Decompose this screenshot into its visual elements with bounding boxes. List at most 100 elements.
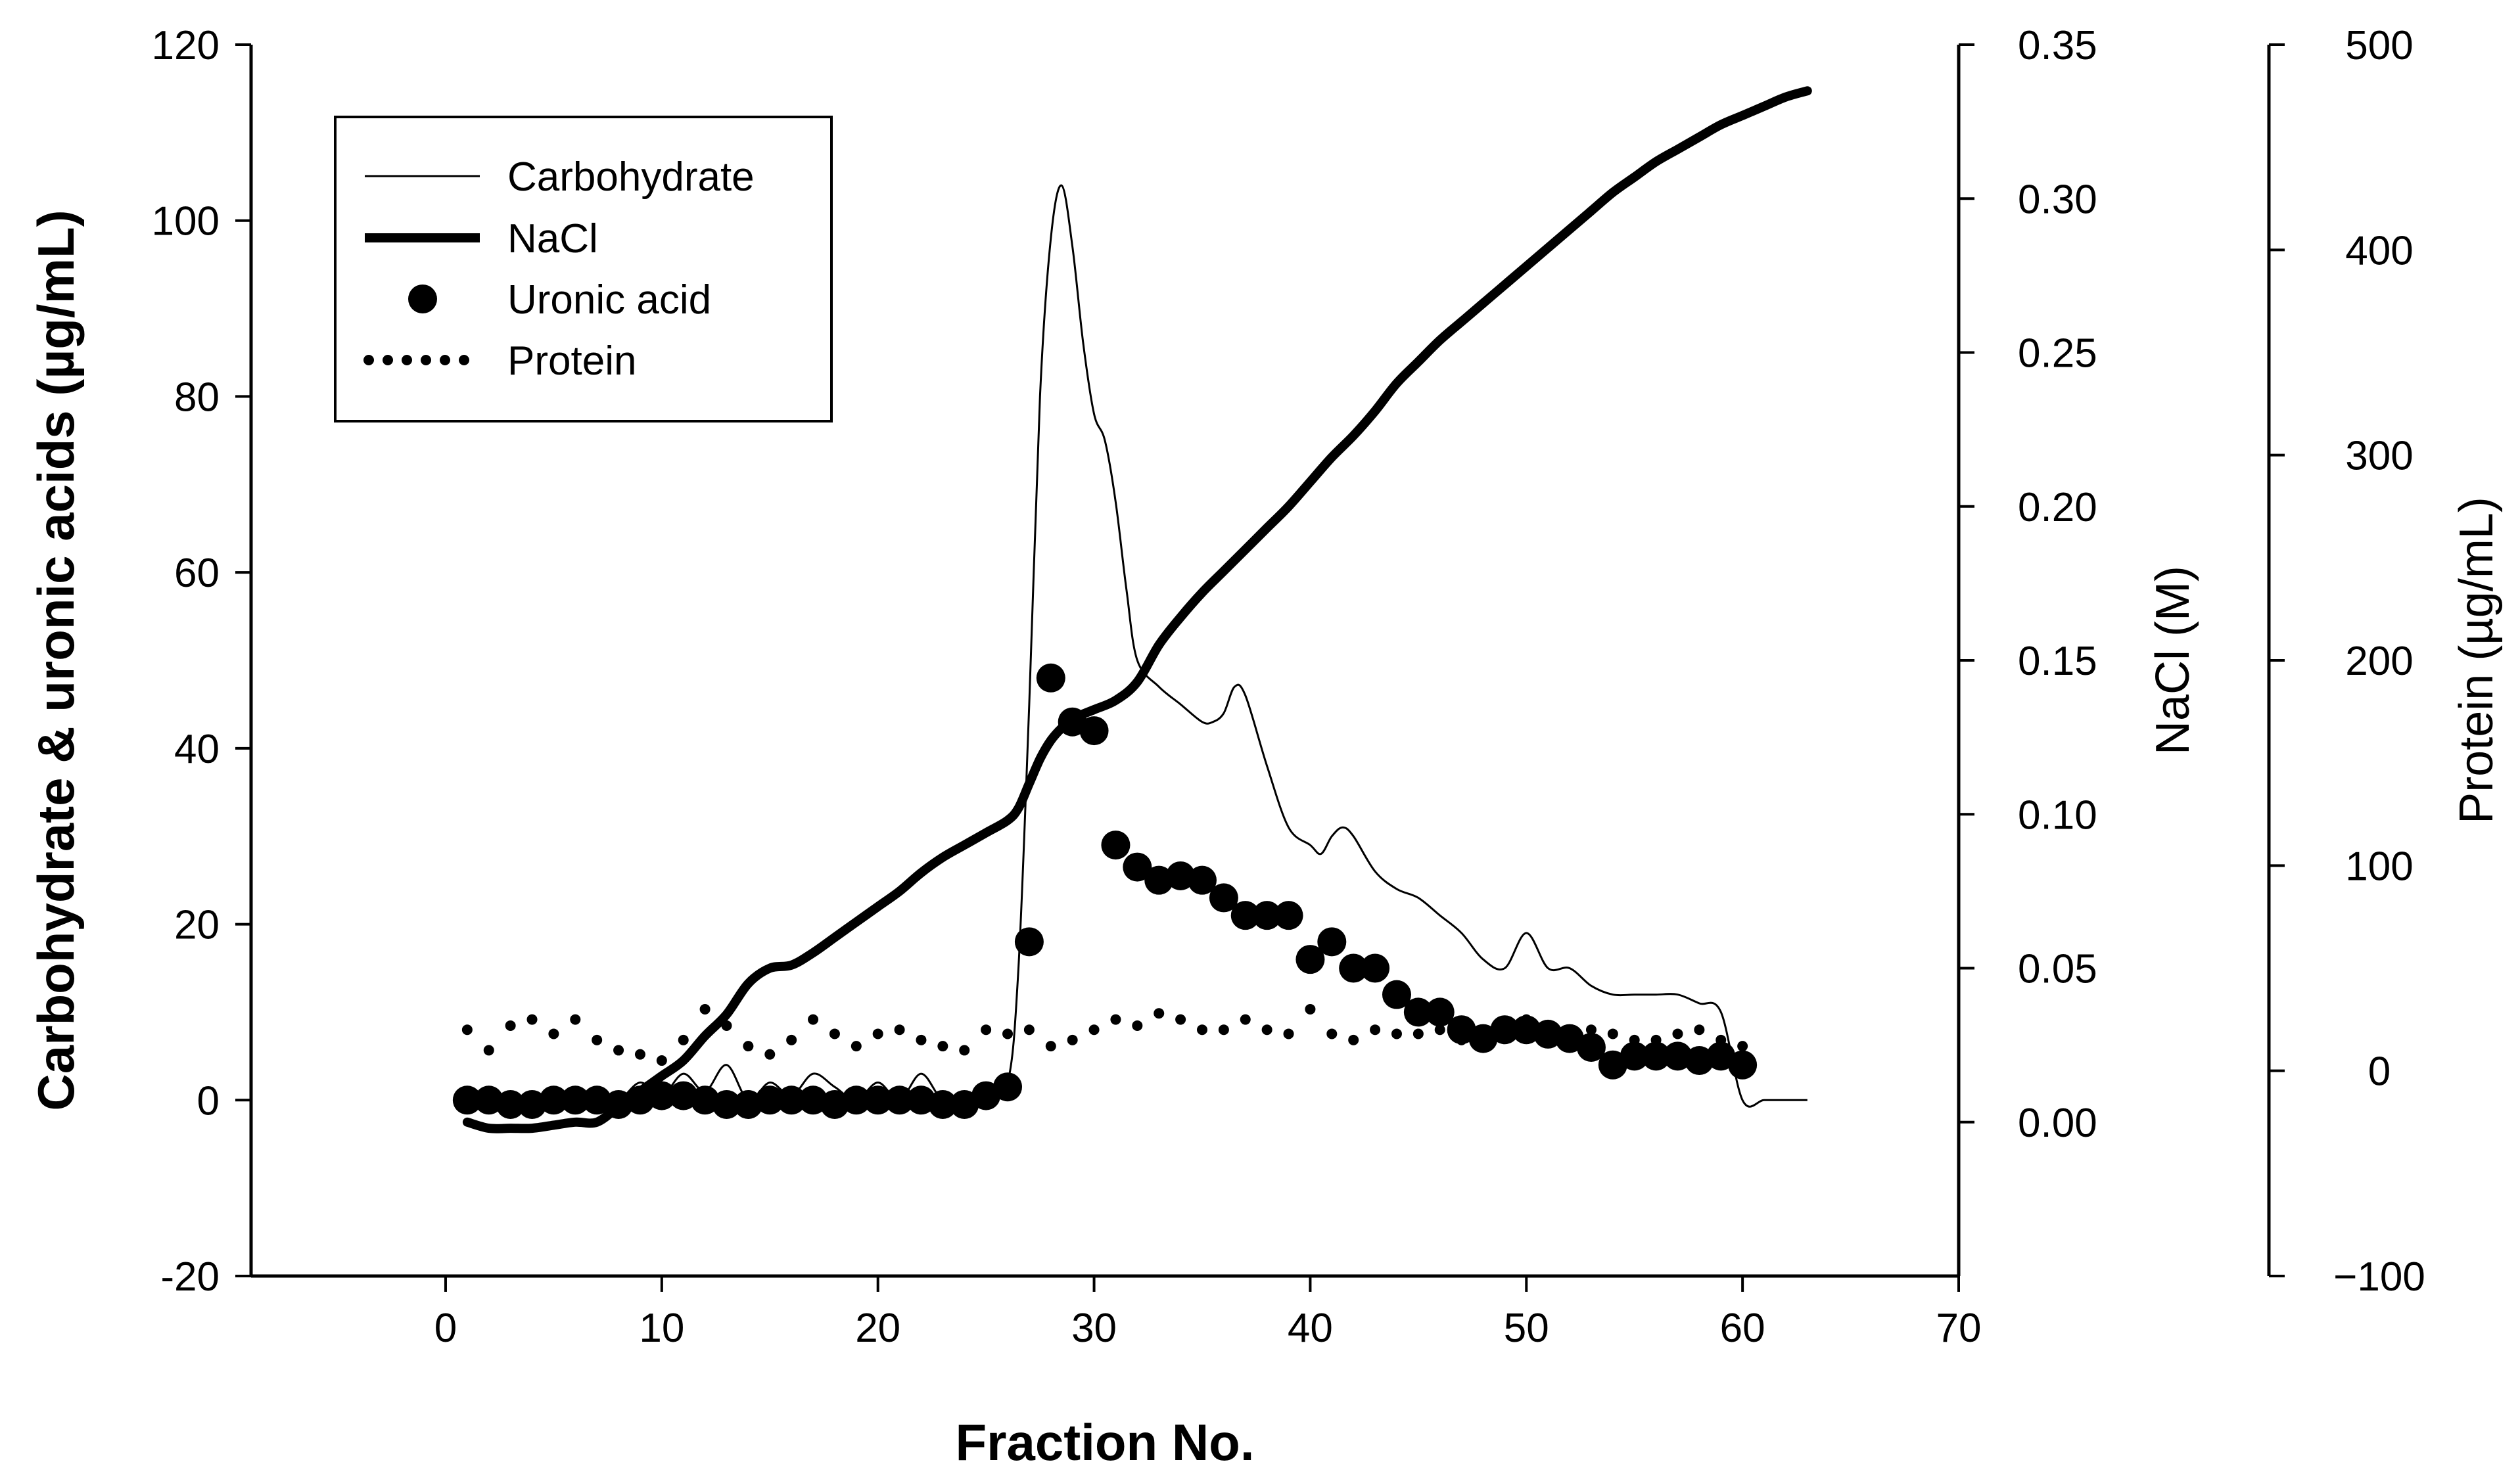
left-y-tick-label: 20: [174, 903, 220, 948]
uronic-acid-point: [1101, 831, 1131, 860]
uronic-acid-point: [452, 1085, 482, 1115]
protein-point: [894, 1024, 905, 1036]
protein-point: [1607, 1028, 1618, 1039]
protein-point: [1088, 1024, 1100, 1036]
protein-point: [1218, 1024, 1229, 1036]
protein-tick-label: 200: [2345, 639, 2413, 684]
protein-point: [808, 1014, 819, 1025]
protein-point: [916, 1034, 927, 1045]
uronic-acid-point: [906, 1085, 936, 1115]
protein-tick-label: 400: [2345, 228, 2413, 273]
protein-tick-label: 100: [2345, 844, 2413, 889]
protein-point: [1283, 1028, 1294, 1039]
uronic-acid-point: [539, 1085, 569, 1115]
uronic-acid-point: [474, 1085, 503, 1115]
uronic-acid-point: [1339, 953, 1368, 983]
uronic-acid-point: [1230, 901, 1260, 930]
uronic-acid-point: [668, 1081, 698, 1110]
uronic-acid-point: [885, 1085, 914, 1115]
uronic-acid-point: [820, 1089, 849, 1119]
legend-swatch-protein: [363, 355, 469, 365]
uronic-acid-point: [1706, 1041, 1736, 1071]
protein-point: [1002, 1028, 1014, 1039]
nacl-tick-label: 0.15: [2018, 639, 2097, 684]
x-tick-label: 30: [1071, 1306, 1117, 1351]
uronic-acid-point: [777, 1085, 806, 1115]
protein-point: [1110, 1014, 1121, 1025]
protein-point: [1715, 1034, 1727, 1045]
nacl-tick-label: 0.30: [2018, 177, 2097, 222]
uronic-acid-point: [1663, 1041, 1692, 1071]
uronic-acid-point: [1425, 997, 1455, 1027]
uronic-acid-point: [582, 1085, 612, 1115]
protein-point: [461, 1024, 473, 1036]
protein-point: [1629, 1034, 1640, 1045]
protein-point: [1543, 1024, 1554, 1036]
nacl-tick-label: 0.35: [2018, 23, 2097, 68]
protein-point: [764, 1049, 776, 1060]
protein-point: [1154, 1008, 1165, 1019]
nacl-tick-label: 0.05: [2018, 947, 2097, 992]
uronic-acid-point: [1058, 707, 1087, 737]
protein-point: [613, 1045, 624, 1056]
uronic-acid-point: [734, 1089, 763, 1119]
x-tick-label: 70: [1936, 1306, 1982, 1351]
uronic-acid-point: [1123, 852, 1152, 882]
uronic-acid-point: [1598, 1050, 1627, 1080]
nacl-tick-label: 0.20: [2018, 485, 2097, 530]
uronic-acid-point: [1576, 1032, 1606, 1062]
nacl-tick-label: 0.25: [2018, 331, 2097, 376]
uronic-acid-point: [517, 1089, 547, 1119]
uronic-acid-point: [950, 1089, 979, 1119]
protein-point: [548, 1028, 559, 1039]
protein-point: [1412, 1028, 1424, 1039]
protein-point: [1391, 1028, 1402, 1039]
uronic-acid-point: [625, 1085, 655, 1115]
legend-swatch-uronic-acid: [408, 285, 437, 313]
x-tick-label: 60: [1720, 1306, 1765, 1351]
protein-point: [505, 1020, 516, 1031]
x-tick-label: 10: [639, 1306, 684, 1351]
protein-point: [1132, 1020, 1143, 1031]
protein-point: [1456, 1034, 1467, 1045]
protein-point: [1478, 1024, 1489, 1036]
protein-point: [1434, 1024, 1445, 1036]
x-axis-title: Fraction No.: [955, 1413, 1254, 1471]
uronic-acid-point: [1317, 927, 1347, 957]
nacl-tick-label: 0.10: [2018, 792, 2097, 838]
protein-point: [937, 1041, 948, 1052]
uronic-acid-point: [863, 1085, 893, 1115]
x-tick-label: 20: [855, 1306, 900, 1351]
protein-tick-label: 500: [2345, 23, 2413, 68]
protein-point: [1650, 1034, 1662, 1045]
legend-label-protein: Protein: [507, 338, 636, 384]
protein-point: [1694, 1024, 1705, 1036]
protein-point: [1045, 1041, 1056, 1052]
protein-point: [1564, 1034, 1575, 1045]
left-y-tick-label: -20: [160, 1254, 220, 1300]
protein-point: [1348, 1034, 1359, 1045]
protein-point: [1305, 1003, 1316, 1015]
left-y-tick-label: 80: [174, 375, 220, 420]
protein-point: [1370, 1024, 1381, 1036]
protein-point: [1240, 1014, 1251, 1025]
uronic-acid-point: [1209, 883, 1238, 913]
protein-point: [851, 1041, 862, 1052]
protein-point: [570, 1014, 581, 1025]
protein-point: [721, 1020, 732, 1031]
uronic-acid-point: [1036, 663, 1065, 693]
left-y-tick-label: 40: [174, 727, 220, 772]
uronic-acid-point: [1252, 901, 1282, 930]
legend: Carbohydrate NaCl Uronic acid Protein: [334, 116, 833, 422]
uronic-acid-point: [1447, 1015, 1476, 1045]
protein-point: [1499, 1020, 1510, 1031]
uronic-acid-point: [1361, 953, 1390, 983]
left-y-tick-label: 60: [174, 551, 220, 596]
uronic-acid-point: [1014, 927, 1044, 957]
protein-point: [1672, 1028, 1683, 1039]
protein-point: [1067, 1034, 1078, 1045]
uronic-acid-point: [647, 1081, 676, 1110]
protein-point: [656, 1055, 667, 1066]
